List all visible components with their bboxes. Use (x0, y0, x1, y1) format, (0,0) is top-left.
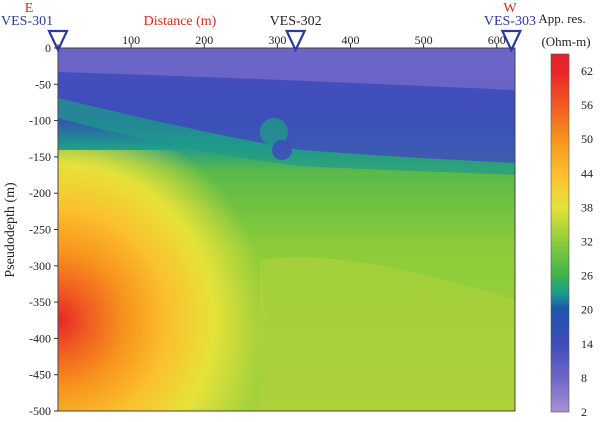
y-axis-ticks: 0 -50 -100 -150 -200 -250 -300 -350 -400 -450 -500 (29, 41, 58, 418)
colorbar-title-line1: App. res. (538, 11, 585, 26)
x-axis-ticks: 100 200 300 400 500 600 (57, 33, 506, 48)
y-tick-label: -100 (29, 114, 51, 128)
colorbar-tick-label: 56 (581, 98, 593, 112)
x-axis-label: Distance (m) (144, 14, 217, 29)
colorbar-tick-label: 50 (581, 132, 593, 146)
station-marker (500, 29, 523, 53)
station-label: VES-301 (1, 14, 53, 29)
direction-label: W (503, 1, 517, 16)
colorbar-tick-label: 20 (581, 303, 593, 317)
y-tick-label: -300 (29, 259, 51, 273)
y-tick-label: -350 (29, 295, 51, 309)
station-marker (284, 29, 307, 53)
colorbar-tick-label: 32 (581, 235, 593, 249)
y-tick-label: -400 (29, 331, 51, 345)
y-tick-label: -250 (29, 223, 51, 237)
x-tick-label: 400 (341, 33, 359, 47)
colorbar-tick-label: 38 (581, 200, 593, 214)
station-marker (47, 29, 69, 53)
y-tick-label: -500 (29, 404, 51, 418)
y-tick-label: -50 (35, 77, 51, 91)
x-tick-label: 200 (195, 33, 213, 47)
colorbar-tick-label: 26 (581, 269, 593, 283)
colorbar-title-line2: (Ohm-m) (541, 34, 590, 49)
station-label: VES-302 (270, 14, 322, 29)
station-label: VES-303 (484, 14, 536, 29)
x-tick-label: 300 (268, 33, 286, 47)
colorbar-tick-label: 14 (581, 337, 593, 351)
y-axis-label: Pseudodepth (m) (3, 182, 18, 278)
colorbar-tick-label: 62 (581, 64, 593, 78)
direction-label: E (25, 1, 34, 16)
colorbar-ticks: 62 56 50 44 38 32 26 20 14 8 2 (581, 64, 593, 419)
y-tick-label: 0 (45, 41, 51, 55)
resistivity-field (58, 48, 515, 411)
x-tick-label: 500 (415, 33, 433, 47)
y-tick-label: -450 (29, 368, 51, 382)
y-tick-label: -150 (29, 150, 51, 164)
x-tick-label: 100 (122, 33, 140, 47)
colorbar (550, 53, 570, 413)
colorbar-tick-label: 8 (581, 371, 587, 385)
x-tick-label: 600 (488, 33, 506, 47)
colorbar-tick-label: 2 (581, 405, 587, 419)
colorbar-tick-label: 44 (581, 166, 593, 180)
y-tick-label: -200 (29, 186, 51, 200)
